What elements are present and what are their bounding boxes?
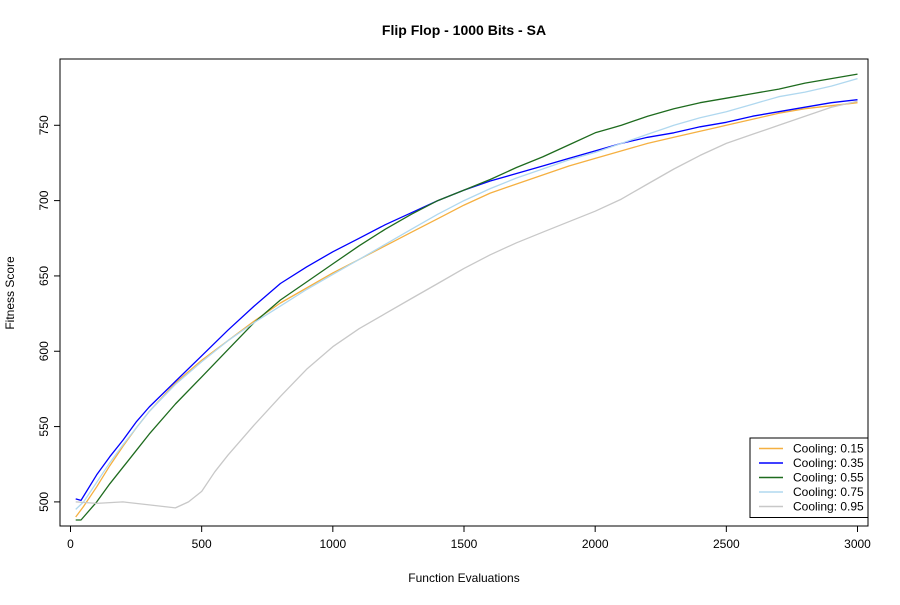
series-line-4 [75, 77, 858, 510]
x-tick-label: 0 [67, 537, 74, 551]
y-tick-label: 700 [37, 190, 51, 210]
series-line-2 [75, 99, 858, 502]
x-tick-label: 500 [192, 537, 212, 551]
series-line-1 [75, 102, 858, 518]
y-tick-label: 650 [37, 266, 51, 286]
x-tick-label: 2500 [713, 537, 740, 551]
legend-label: Cooling: 0.35 [793, 456, 864, 470]
legend-label: Cooling: 0.95 [793, 500, 864, 514]
x-tick-label: 1000 [319, 537, 346, 551]
x-axis: 0 500 1000 1500 2000 2500 3000 [67, 525, 871, 551]
legend-label: Cooling: 0.75 [793, 485, 864, 499]
y-axis: 500 550 600 650 700 750 [37, 115, 61, 512]
legend-label: Cooling: 0.15 [793, 442, 864, 456]
y-tick-label: 550 [37, 416, 51, 436]
series-line-3 [75, 73, 858, 521]
chart-title: Flip Flop - 1000 Bits - SA [382, 22, 546, 38]
x-tick-label: 1500 [451, 537, 478, 551]
y-tick-label: 500 [37, 492, 51, 512]
y-tick-label: 750 [37, 115, 51, 135]
series-group [75, 73, 858, 521]
plot-frame [59, 58, 869, 527]
x-tick-label: 2000 [582, 537, 609, 551]
x-tick-label: 3000 [844, 537, 871, 551]
y-tick-label: 600 [37, 341, 51, 361]
series-line-5 [75, 100, 858, 509]
y-axis-label: Fitness Score [3, 256, 17, 330]
legend-label: Cooling: 0.55 [793, 471, 864, 485]
x-axis-label: Function Evaluations [408, 571, 519, 585]
